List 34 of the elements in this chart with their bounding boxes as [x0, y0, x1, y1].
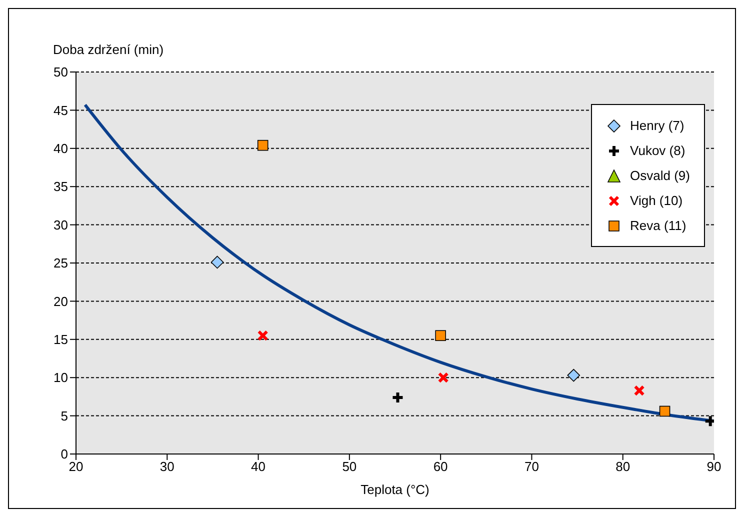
legend-label: Henry (7) — [630, 118, 684, 133]
y-axis-title: Doba zdržení (min) — [53, 42, 164, 57]
y-tick-label: 0 — [60, 446, 68, 462]
x-tick-label: 50 — [342, 459, 357, 474]
y-tick-label: 45 — [54, 102, 68, 118]
legend-label: Reva (11) — [630, 218, 686, 233]
legend-label: Vukov (8) — [630, 143, 686, 158]
x-tick-label: 70 — [524, 459, 539, 474]
point — [438, 372, 449, 384]
point — [659, 406, 670, 417]
y-tick-label: 40 — [54, 141, 68, 156]
y-tick-label: 10 — [54, 370, 68, 386]
y-tick-label: 50 — [54, 64, 68, 80]
point — [257, 330, 268, 342]
legend-label: Vigh (10) — [630, 193, 683, 208]
x-tick-label: 90 — [706, 459, 722, 474]
point — [435, 330, 446, 341]
point — [567, 368, 580, 382]
y-tick-label: 30 — [54, 217, 68, 232]
y-tick-label: 15 — [54, 332, 68, 348]
point — [634, 385, 645, 396]
x-tick-label: 40 — [251, 459, 266, 474]
x-axis-title: Teplota (°C) — [360, 482, 430, 497]
point — [257, 140, 268, 151]
y-tick-label: 20 — [54, 294, 68, 309]
y-tick-label: 35 — [54, 179, 68, 194]
x-tick-label: 60 — [433, 459, 448, 474]
x-tick-label: 80 — [616, 459, 630, 474]
point — [391, 390, 404, 404]
legend-label: Osvald (9) — [630, 168, 690, 183]
point — [210, 256, 224, 269]
y-tick-label: 5 — [60, 408, 68, 424]
x-tick-label: 30 — [160, 459, 174, 474]
y-tick-label: 25 — [54, 256, 68, 271]
